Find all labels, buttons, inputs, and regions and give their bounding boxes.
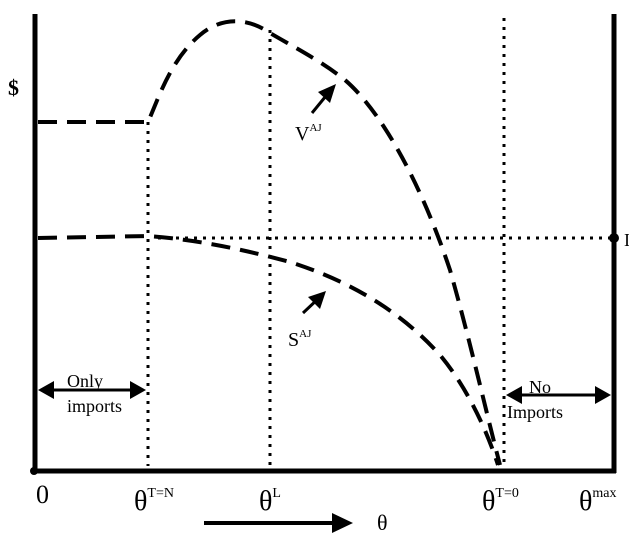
no-imports-label-line2: Imports — [507, 402, 563, 422]
no-imports-label-line1: No — [529, 377, 551, 397]
x-tick-theta-tn: θT=N — [134, 486, 174, 517]
v-curve-pointer-arrow — [310, 84, 336, 114]
v-curve — [38, 19, 502, 466]
theta-direction-label: θ — [377, 510, 388, 533]
y-axis-label: $ — [8, 75, 19, 100]
theta-direction-arrow — [204, 513, 353, 533]
s-curve-pointer-arrow — [301, 291, 326, 315]
only-imports-label-line1: Only — [67, 371, 103, 391]
s-curve-label: SAJ — [288, 328, 312, 351]
only-imports-label-line2: imports — [67, 396, 122, 416]
x-tick-theta-t0: θT=0 — [482, 486, 519, 517]
right-edge-label: I — [624, 230, 629, 250]
right-endpoint-dot — [609, 233, 619, 243]
v-curve-label: VAJ — [295, 122, 322, 145]
only-imports-arrow — [38, 381, 146, 399]
origin-dot — [30, 467, 38, 475]
x-tick-theta-max: θmax — [579, 486, 617, 517]
no-imports-arrow — [506, 386, 611, 404]
x-tick-zero: 0 — [36, 480, 49, 509]
s-curve — [37, 233, 500, 466]
x-tick-theta-l: θL — [259, 486, 281, 517]
